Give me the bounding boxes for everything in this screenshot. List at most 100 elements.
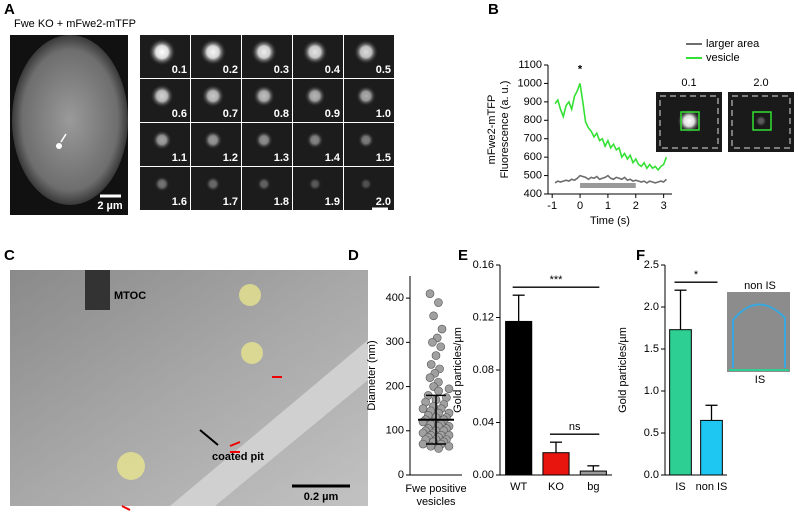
significance-label: *** [550,274,564,286]
roi [752,111,772,131]
frame-time: 0.4 [325,64,341,76]
point [428,338,437,347]
legend-label: vesicle [706,52,740,64]
inset-blob [677,109,701,133]
y-tick-label: 0.04 [473,416,494,428]
frame-blob [306,131,324,149]
frame-blob [250,38,278,66]
pit-label: coated pit [212,451,264,463]
x-tick-label: IS [675,481,685,493]
point [418,439,428,449]
x-tick-label: WT [510,481,527,493]
roi [680,111,700,131]
point [434,444,443,453]
y-tick-label: 1.0 [644,385,659,397]
mtoc [85,270,110,310]
frame-blob [256,176,272,192]
x-tick-label: 1 [605,200,611,212]
y-tick-label: 200 [386,380,404,392]
x-tick-label: 3 [661,200,667,212]
frame-blob [148,38,176,66]
x-tick-label: non IS [696,481,728,493]
y-tick-label: 500 [524,169,542,181]
cell [12,35,128,205]
y-tick-label: 0.08 [473,364,494,376]
y-tick-label: 800 [524,114,542,126]
y-tick-label: 300 [386,336,404,348]
frame-blob [150,84,174,108]
vesicle [117,452,145,480]
line-series [554,174,667,184]
x-axis-label: vesicles [416,496,456,508]
frame-time: 1.4 [325,152,341,164]
x-axis-label: Fwe positive [405,483,466,495]
frame-blob [252,84,276,108]
panel-label: C [4,247,15,264]
point [425,373,435,383]
line-series [554,83,668,172]
frame-blob [154,176,170,192]
frame-grid: 0.1 0.2 0.3 0.4 0.5 0.6 0.7 0.8 0.9 1.0 1.1 1.2 1.3 1… [140,35,394,210]
frame-blob [304,85,326,107]
y-tick-label: 0.5 [644,427,659,439]
inset-border [659,95,719,149]
panel-label: A [4,1,15,18]
y-tick-label: 1000 [518,77,542,89]
highlight [580,183,636,188]
panel-label: D [348,247,359,264]
bar [700,419,723,476]
frame-time: 1.3 [274,152,289,164]
y-tick-label: 0.12 [473,311,494,323]
inset-label: 0.1 [681,77,696,89]
bar [579,470,607,476]
electron-micrograph [10,270,368,506]
y-axis-label: Diameter (nm) [366,340,378,410]
y-tick-label: 400 [386,292,404,304]
y-tick-label: 100 [386,425,404,437]
scale-label: 0.2 µm [304,491,339,503]
arrow [199,429,219,446]
frame-time: 1.6 [172,196,187,208]
panel-title: Fwe KO + mFwe2-mTFP [14,18,136,30]
inset-border [731,95,791,149]
frame-time: 0.1 [172,64,187,76]
frame-time: 0.7 [223,108,238,120]
frame-time: 0.9 [325,108,340,120]
inset-label: IS [755,374,765,386]
frame-time: 0.6 [172,108,187,120]
arrow [121,505,131,511]
frame-blob [201,84,225,108]
frame-blob [359,177,373,191]
y-tick-label: 2.0 [644,301,659,313]
frame-blob [355,85,377,107]
point [437,324,447,334]
scale-label: 2 µm [97,200,123,212]
y-axis-label: Gold particles/µm [617,327,629,413]
inset-label: 2.0 [753,77,768,89]
y-tick-label: 600 [524,151,542,163]
point [425,289,435,298]
y-axis-label: mFwe2-mTFP [486,95,498,165]
bar [542,452,570,476]
y-tick-label: 0.00 [473,469,494,481]
frame-time: 1.2 [223,152,238,164]
frame-blob [205,176,221,192]
frame-time: 1.9 [325,196,340,208]
x-tick-label: bg [587,481,599,493]
mtoc-label: MTOC [114,290,146,302]
annotation: * [578,63,583,75]
x-tick-label: -1 [547,200,557,212]
y-tick-label: 0 [398,469,404,481]
frame-time: 1.0 [376,108,391,120]
panel-label: E [458,247,468,264]
x-axis-label: Time (s) [590,215,630,227]
point [434,386,443,396]
inset-outline [732,303,786,368]
y-tick-label: 1.5 [644,343,659,355]
frame-time: 0.5 [376,64,391,76]
y-tick-label: 2.5 [644,259,659,271]
frame-time: 1.1 [172,152,187,164]
y-axis-label: Fluorescence (a. u.) [499,81,511,179]
frame-blob [302,39,328,65]
